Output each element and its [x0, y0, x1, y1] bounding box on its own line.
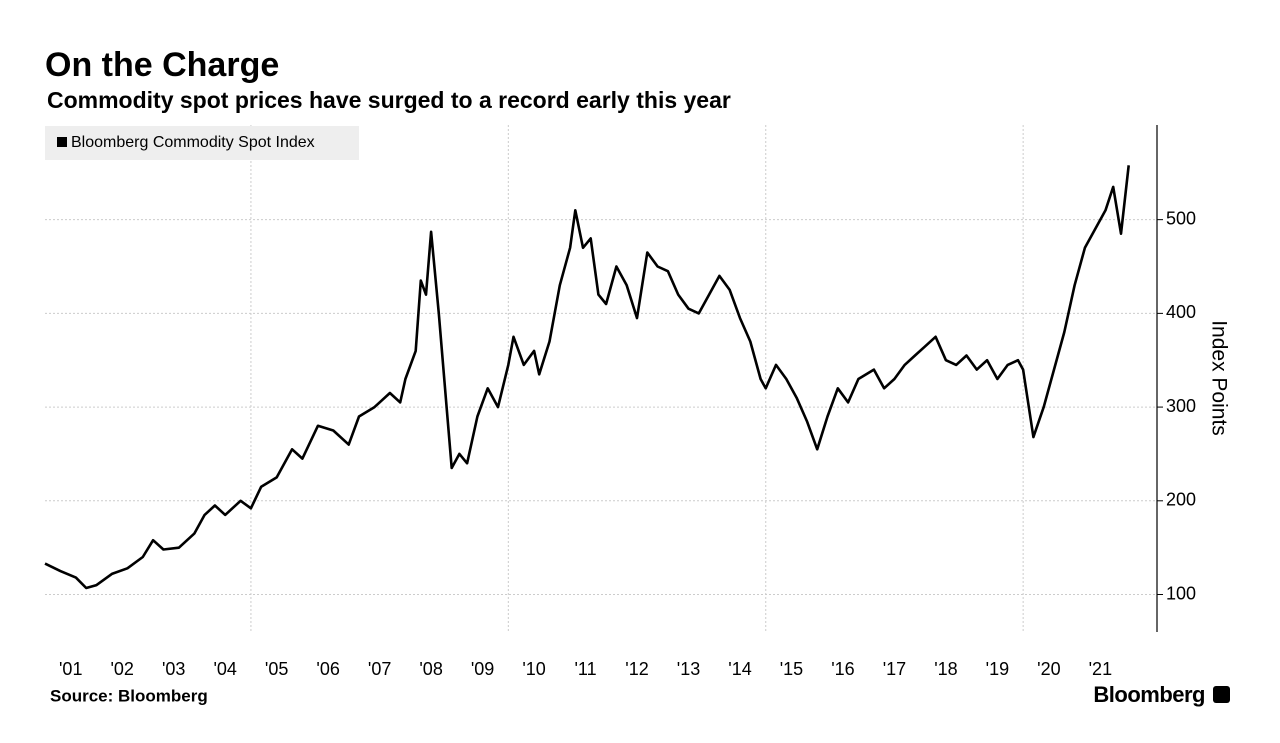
- legend-box: [45, 126, 359, 160]
- x-tick-label: '16: [831, 659, 854, 679]
- x-tick-label: '10: [522, 659, 545, 679]
- x-tick-label: '11: [574, 659, 596, 679]
- chart-subtitle: Commodity spot prices have surged to a r…: [47, 87, 731, 113]
- x-tick-label: '15: [780, 659, 803, 679]
- y-tick-label: 500: [1166, 208, 1196, 228]
- x-tick-label: '04: [213, 659, 236, 679]
- legend-label: Bloomberg Commodity Spot Index: [71, 134, 315, 151]
- x-tick-label: '13: [677, 659, 700, 679]
- y-axis-title: Index Points: [1207, 320, 1230, 436]
- x-tick-label: '06: [316, 659, 339, 679]
- series-line: [44, 165, 1130, 590]
- x-tick-label: '18: [934, 659, 957, 679]
- legend-swatch: [57, 137, 67, 147]
- x-tick-label: '19: [986, 659, 1009, 679]
- logo-icon: [1213, 686, 1230, 703]
- x-tick-label: '17: [883, 659, 906, 679]
- chart-title: On the Charge: [45, 46, 279, 84]
- source: Source: Bloomberg: [50, 686, 208, 705]
- y-tick-label: 400: [1166, 302, 1196, 322]
- x-tick-label: '09: [471, 659, 494, 679]
- x-tick-label: '20: [1037, 659, 1060, 679]
- x-tick-label: '21: [1089, 659, 1112, 679]
- x-tick-label: '12: [625, 659, 648, 679]
- y-tick-label: 200: [1166, 490, 1196, 510]
- x-tick-label: '07: [368, 659, 391, 679]
- x-tick-label: '03: [162, 659, 185, 679]
- x-tick-label: '14: [728, 659, 751, 679]
- x-tick-label: '01: [59, 659, 82, 679]
- x-tick-label: '05: [265, 659, 288, 679]
- y-tick-label: 100: [1166, 583, 1196, 603]
- x-tick-label: '08: [419, 659, 442, 679]
- logo: Bloomberg: [1093, 682, 1205, 707]
- y-tick-label: 300: [1166, 396, 1196, 416]
- x-tick-label: '02: [110, 659, 133, 679]
